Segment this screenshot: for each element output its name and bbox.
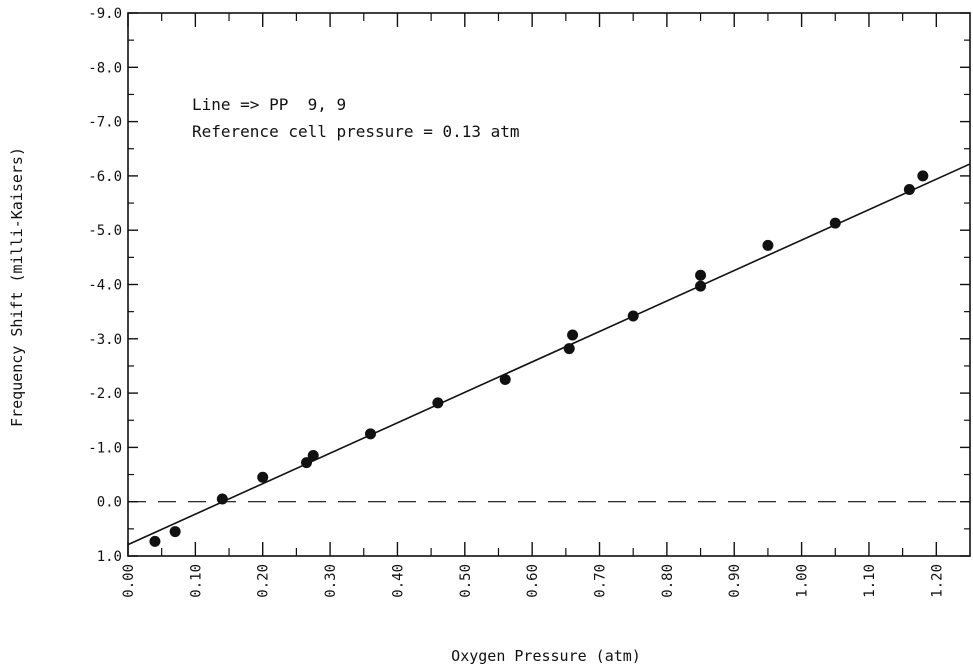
data-point [301,457,313,469]
x-tick-label: 0.50 [458,564,474,598]
linear-fit-line [127,163,971,546]
x-tick-label: 0.60 [525,564,541,598]
fit-line-layer [127,163,971,546]
data-point [695,280,707,292]
data-point [364,428,376,440]
data-points [149,170,929,547]
x-tick-label: 0.90 [727,564,743,598]
data-point [432,397,444,409]
data-point [695,269,707,281]
y-tick-label: -2.0 [88,386,122,402]
x-tick-label: 1.20 [929,564,945,598]
tick-labels: -9.0 -8.0 -7.0 -6.0 -5.0 -4.0 -3.0 -2.0 -1.0 0.0 1… [88,6,945,598]
y-tick-label: -1.0 [88,440,122,456]
x-tick-label: 0.00 [121,564,137,598]
y-axis-title: Frequency Shift (milli-Kaisers) [8,147,26,427]
data-point [307,450,319,462]
x-tick-label: 1.10 [862,564,878,598]
y-tick-label: 1.0 [97,549,122,565]
data-point [762,239,774,251]
x-tick-label: 1.00 [795,564,811,598]
x-tick-label: 0.30 [323,564,339,598]
x-tick-label: 0.80 [660,564,676,598]
x-axis-title: Oxygen Pressure (atm) [451,647,641,665]
data-point [917,170,929,182]
y-tick-label: -5.0 [88,223,122,239]
data-point [567,329,579,341]
y-tick-label: -6.0 [88,169,122,185]
data-point [563,343,575,355]
data-point [216,493,228,505]
x-tick-label: 0.10 [188,564,204,598]
data-point [169,526,181,538]
data-point [627,310,639,322]
data-point [257,471,269,483]
x-tick-label: 0.70 [593,564,609,598]
y-tick-label: -9.0 [88,6,122,22]
y-tick-label: -4.0 [88,278,122,294]
data-point [829,217,841,229]
y-tick-label: -3.0 [88,332,122,348]
data-point [149,535,161,547]
y-tick-label: 0.0 [97,495,122,511]
annotation-reference-pressure: Reference cell pressure = 0.13 atm [192,122,520,141]
y-tick-label: -8.0 [88,60,122,76]
x-tick-label: 0.40 [390,564,406,598]
y-tick-label: -7.0 [88,115,122,131]
data-point [499,374,511,386]
data-point [903,183,915,195]
x-tick-label: 0.20 [256,564,272,598]
annotation-line-id: Line => PP 9, 9 [192,95,346,114]
